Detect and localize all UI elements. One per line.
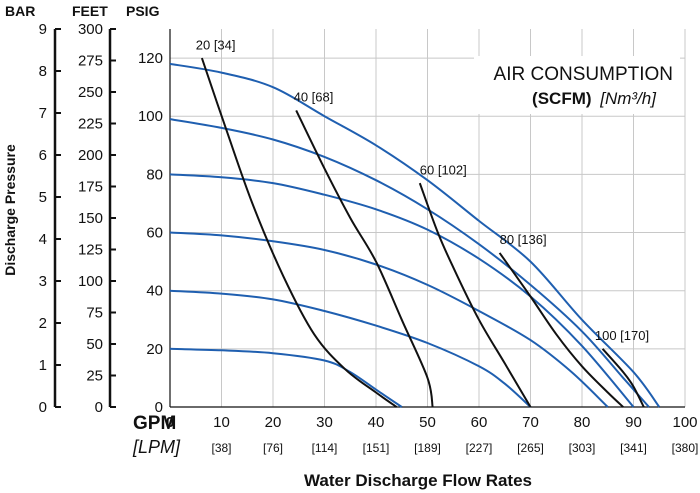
psig-tick-label: 0 xyxy=(155,399,163,416)
x-alt-tick-label: [227] xyxy=(466,441,493,455)
x-alt-tick-label: [38] xyxy=(211,441,231,455)
air-curve-label-5: 100 [170] xyxy=(595,328,649,343)
x-tick-label: 100 xyxy=(672,414,697,431)
title-background xyxy=(474,56,680,114)
feet-ticks: 0 25 50 75 100 125 150 175 200 225 250 275 300 xyxy=(78,21,116,416)
air-curve-label-4: 80 [136] xyxy=(500,232,547,247)
pressure-curve-6 xyxy=(169,347,403,408)
air-curve-label-1: 20 [34] xyxy=(196,37,236,52)
feet-axis-header: FEET xyxy=(72,3,108,19)
x-tick-label: 30 xyxy=(316,414,333,431)
air-curve-2 xyxy=(295,109,434,408)
feet-tick-label: 275 xyxy=(78,53,103,70)
feet-tick-label: 175 xyxy=(78,179,103,196)
x-unit-gpm: GPM xyxy=(133,413,176,434)
x-alt-tick-label: [265] xyxy=(517,441,544,455)
x-alt-tick-label: [114] xyxy=(312,441,338,455)
air-curve-5 xyxy=(601,348,645,408)
x-alt-ticks: [38] [76] [114] [151] [189] [227] [265] [303] [3… xyxy=(211,441,698,455)
feet-tick-label: 150 xyxy=(78,210,103,227)
air-curve-3 xyxy=(418,182,532,408)
x-alt-tick-label: [380] xyxy=(672,441,699,455)
feet-tick-label: 0 xyxy=(95,399,103,416)
x-tick-label: 40 xyxy=(368,414,385,431)
pressure-curve-1 xyxy=(169,62,661,408)
feet-tick-label: 50 xyxy=(86,336,103,353)
bar-tick-label: 2 xyxy=(39,315,47,332)
bar-ticks: 0 1 2 3 4 5 6 7 8 9 xyxy=(39,21,61,416)
air-curve-label-2: 40 [68] xyxy=(294,90,334,105)
air-curve-label-3: 60 [102] xyxy=(420,162,467,177)
title-unit-scfm: (SCFM) xyxy=(532,89,591,108)
air-consumption-curves xyxy=(200,57,645,408)
title-unit-nm3h: [Nm³/h] xyxy=(599,89,657,108)
feet-tick-label: 300 xyxy=(78,21,103,38)
x-alt-tick-label: [341] xyxy=(620,441,647,455)
bar-tick-label: 8 xyxy=(39,63,47,80)
bar-tick-label: 1 xyxy=(39,357,47,374)
x-alt-tick-label: [189] xyxy=(414,441,441,455)
air-consumption-labels: 20 [34] 40 [68] 60 [102] 80 [136] 100 [170] xyxy=(196,37,649,343)
pressure-curve-2 xyxy=(169,118,650,408)
feet-tick-label: 100 xyxy=(78,273,103,290)
bar-tick-label: 4 xyxy=(39,231,47,248)
x-tick-label: 50 xyxy=(419,414,436,431)
psig-axis-header: PSIG xyxy=(126,3,160,19)
psig-tick-label: 40 xyxy=(146,283,163,300)
x-tick-label: 70 xyxy=(522,414,539,431)
x-axis-title: Water Discharge Flow Rates xyxy=(304,471,532,490)
x-axis: GPM [LPM] 0 10 20 30 40 50 60 70 80 90 100 [38] [7… xyxy=(132,413,698,490)
bar-tick-label: 5 xyxy=(39,189,47,206)
psig-tick-label: 20 xyxy=(146,341,163,358)
feet-tick-label: 200 xyxy=(78,147,103,164)
title-line2: (SCFM) [Nm³/h] xyxy=(532,89,657,108)
bar-tick-label: 0 xyxy=(39,399,47,416)
y-axis-title: Discharge Pressure xyxy=(2,144,18,276)
x-alt-tick-label: [151] xyxy=(363,441,390,455)
psig-ticks: 0 20 40 60 80 100 120 xyxy=(138,50,163,416)
bar-tick-label: 9 xyxy=(39,21,47,38)
bar-tick-label: 6 xyxy=(39,147,47,164)
x-ticks: 10 20 30 40 50 60 70 80 90 100 xyxy=(213,414,697,431)
feet-tick-label: 75 xyxy=(86,305,103,322)
x-tick-label: 80 xyxy=(574,414,591,431)
x-tick-label: 90 xyxy=(625,414,642,431)
x-tick-label: 60 xyxy=(471,414,488,431)
title-line1: AIR CONSUMPTION xyxy=(494,64,673,85)
x-unit-lpm: [LPM] xyxy=(132,437,181,457)
pressure-curves xyxy=(169,62,661,408)
feet-tick-label: 250 xyxy=(78,84,103,101)
chart-title: AIR CONSUMPTION (SCFM) [Nm³/h] xyxy=(474,56,680,114)
x-alt-tick-label: [76] xyxy=(263,441,283,455)
x-tick-zero: 0 xyxy=(166,414,174,431)
x-alt-tick-label: [303] xyxy=(569,441,596,455)
psig-tick-label: 80 xyxy=(146,166,163,183)
bar-axis-header: BAR xyxy=(5,3,35,19)
x-tick-label: 10 xyxy=(213,414,230,431)
y-axes: BAR FEET PSIG 0 1 2 3 4 5 6 7 8 9 0 25 50 75 100 125 15… xyxy=(2,3,163,416)
feet-tick-label: 25 xyxy=(86,368,103,385)
feet-tick-label: 125 xyxy=(78,242,103,259)
psig-tick-label: 120 xyxy=(138,50,163,67)
psig-tick-label: 60 xyxy=(146,225,163,242)
pressure-curve-5 xyxy=(169,289,532,408)
air-curve-1 xyxy=(200,57,398,408)
plot-area: 20 [34]40 [68]60 [102]80 [136]100 [170] … xyxy=(169,29,686,408)
pressure-curve-3 xyxy=(169,173,635,408)
air-curve-4 xyxy=(498,252,624,408)
bar-tick-label: 3 xyxy=(39,273,47,290)
pressure-curve-4 xyxy=(169,231,609,408)
x-tick-label: 20 xyxy=(265,414,282,431)
psig-tick-label: 100 xyxy=(138,108,163,125)
bar-tick-label: 7 xyxy=(39,105,47,122)
feet-tick-label: 225 xyxy=(78,116,103,133)
